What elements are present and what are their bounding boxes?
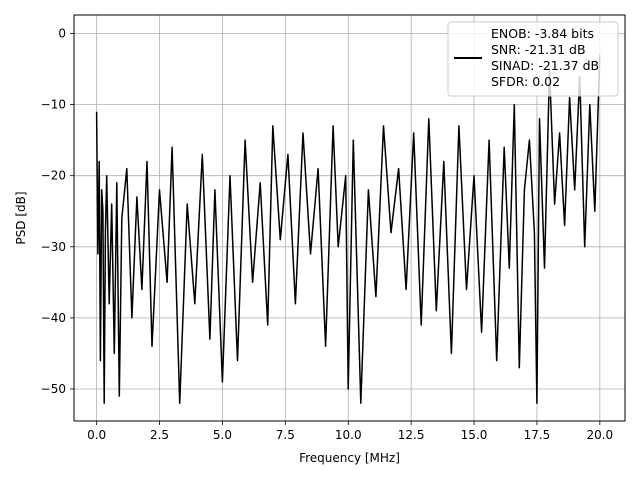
legend-line: SFDR: 0.02	[491, 74, 560, 89]
legend-line: SNR: -21.31 dB	[491, 42, 586, 57]
y-tick-label: −50	[41, 382, 66, 396]
y-axis-label: PSD [dB]	[14, 191, 28, 244]
series-layer	[95, 54, 601, 404]
y-tick-label: −40	[41, 311, 66, 325]
y-tick-label: −30	[41, 240, 66, 254]
x-tick-label: 17.5	[524, 428, 551, 442]
ticks: 0.0 2.5 5.0 7.5 10.0 12.5 15.0 17.5 20.0 0 −10 −20 −…	[41, 26, 614, 442]
x-tick-label: 12.5	[398, 428, 425, 442]
x-tick-label: 20.0	[586, 428, 613, 442]
legend-line: ENOB: -3.84 bits	[491, 26, 594, 41]
x-tick-label: 5.0	[213, 428, 232, 442]
x-tick-label: 15.0	[461, 428, 488, 442]
legend-line: SINAD: -21.37 dB	[491, 58, 599, 73]
legend-box	[447, 21, 619, 97]
x-axis-label: Frequency [MHz]	[299, 451, 400, 465]
x-tick-label: 0.0	[87, 428, 106, 442]
legend-entry-label: ENOB: -3.84 bits SNR: -21.31 dB SINAD: -21…	[491, 26, 599, 89]
x-tick-label: 10.0	[335, 428, 362, 442]
plot-frame	[73, 14, 626, 422]
psd-trace-line	[95, 54, 601, 404]
x-tick-label: 2.5	[150, 428, 169, 442]
x-tick-label: 7.5	[276, 428, 295, 442]
legend: ENOB: -3.84 bits SNR: -21.31 dB SINAD: -21…	[447, 21, 619, 97]
y-tick-label: −10	[41, 98, 66, 112]
y-tick-label: −20	[41, 169, 66, 183]
y-tick-label: 0	[58, 26, 66, 40]
